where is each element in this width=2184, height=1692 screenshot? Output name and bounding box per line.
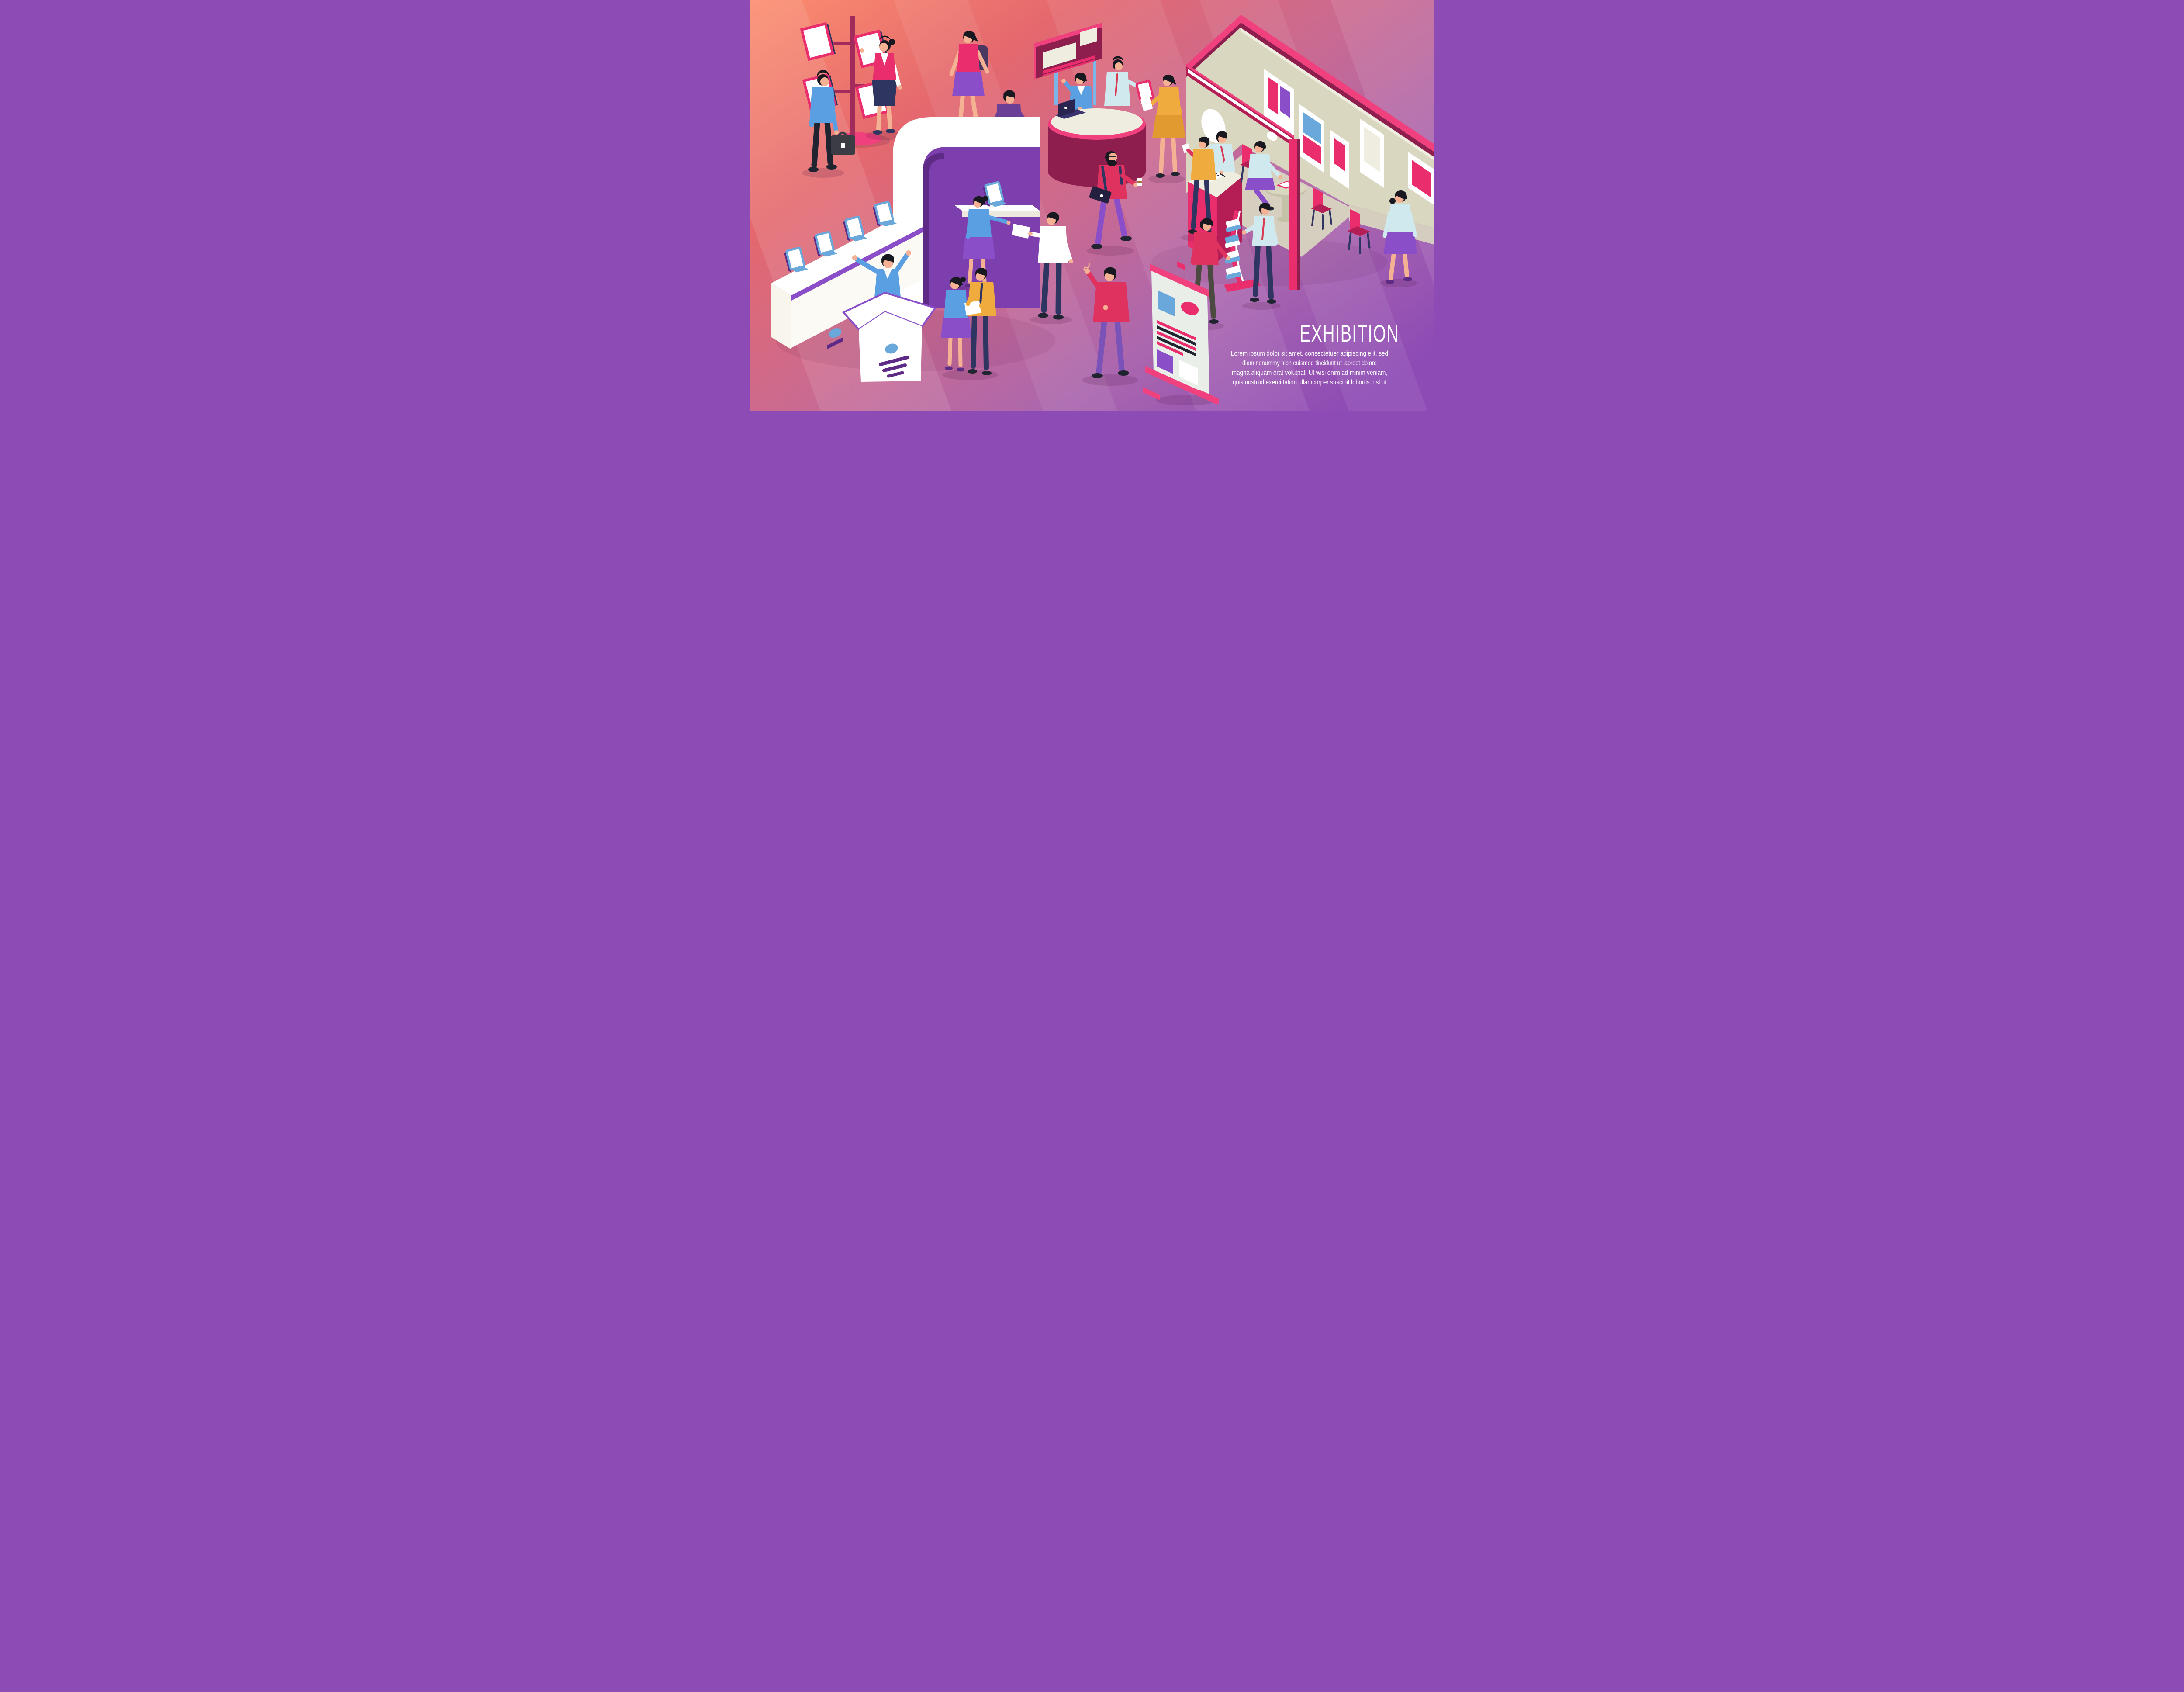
exhibition-illustration: EXHIBITION Lorem ipsum dolor sit amet, c…	[750, 0, 1434, 411]
booth-beams	[1186, 15, 1434, 161]
coffee-cup	[1137, 178, 1142, 186]
visitor-yellow-dress	[1140, 74, 1185, 183]
promoter-arms-up	[852, 250, 911, 297]
description-line: Lorem ipsum dolor sit amet, consectetuer…	[1231, 350, 1388, 357]
bearded-visitor	[1087, 151, 1142, 256]
counter-logo	[879, 343, 909, 378]
banner-blue-square	[1158, 291, 1175, 317]
banner-pink-ellipse	[1181, 301, 1199, 315]
man-with-briefcase	[802, 69, 855, 178]
info-desk	[1048, 108, 1146, 187]
receptionist-blue-jacket	[1061, 73, 1093, 111]
rollup-banner	[1143, 261, 1219, 405]
walking-woman-top	[949, 31, 989, 135]
ok-hand	[1083, 263, 1090, 274]
hero-text: EXHIBITION Lorem ipsum dolor sit amet, c…	[1231, 320, 1399, 386]
exhibit-booth-right	[1151, 15, 1434, 330]
walking-woman-right	[1380, 190, 1417, 287]
stand-logo	[827, 328, 843, 349]
description-line: quis nostrud exerci tation ullamcorper s…	[1233, 379, 1386, 386]
banner-white-square	[1179, 360, 1198, 385]
briefcase	[831, 131, 855, 155]
reception-counter	[842, 291, 937, 382]
consultant-blue-shirt	[1242, 203, 1281, 310]
brochure-rack	[1224, 210, 1261, 292]
couple-reading	[941, 268, 998, 380]
headline-text: EXHIBITION	[1299, 320, 1399, 347]
man-reading	[964, 268, 996, 375]
booth-windows	[1264, 69, 1434, 205]
visitor-ok-gesture	[1082, 263, 1138, 386]
visitor-white-shirt	[1028, 212, 1073, 324]
description-line: magna aliquam erat volutpat. Ut wisi eni…	[1232, 369, 1387, 377]
exhibit-stand-left	[771, 117, 1073, 382]
seated-woman	[1245, 141, 1282, 211]
sign-pole	[1054, 56, 1058, 105]
leaflet	[1012, 224, 1030, 239]
woman-pointing	[860, 35, 902, 140]
desk-laptop	[1055, 99, 1086, 119]
booth-pillar	[1289, 139, 1300, 290]
sign-pole	[1093, 52, 1096, 105]
hanging-sign	[1034, 23, 1102, 80]
banner-purple-square	[1157, 349, 1173, 374]
description-line: diam nonummy nibh euismod tincidunt ut l…	[1242, 360, 1377, 367]
